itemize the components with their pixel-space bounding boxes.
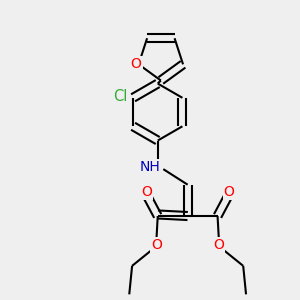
Text: O: O <box>214 238 224 252</box>
Text: O: O <box>141 184 152 199</box>
Text: NH: NH <box>140 160 160 174</box>
Text: O: O <box>131 57 142 71</box>
Text: Cl: Cl <box>113 89 128 104</box>
Text: O: O <box>224 184 234 199</box>
Text: O: O <box>151 238 162 252</box>
